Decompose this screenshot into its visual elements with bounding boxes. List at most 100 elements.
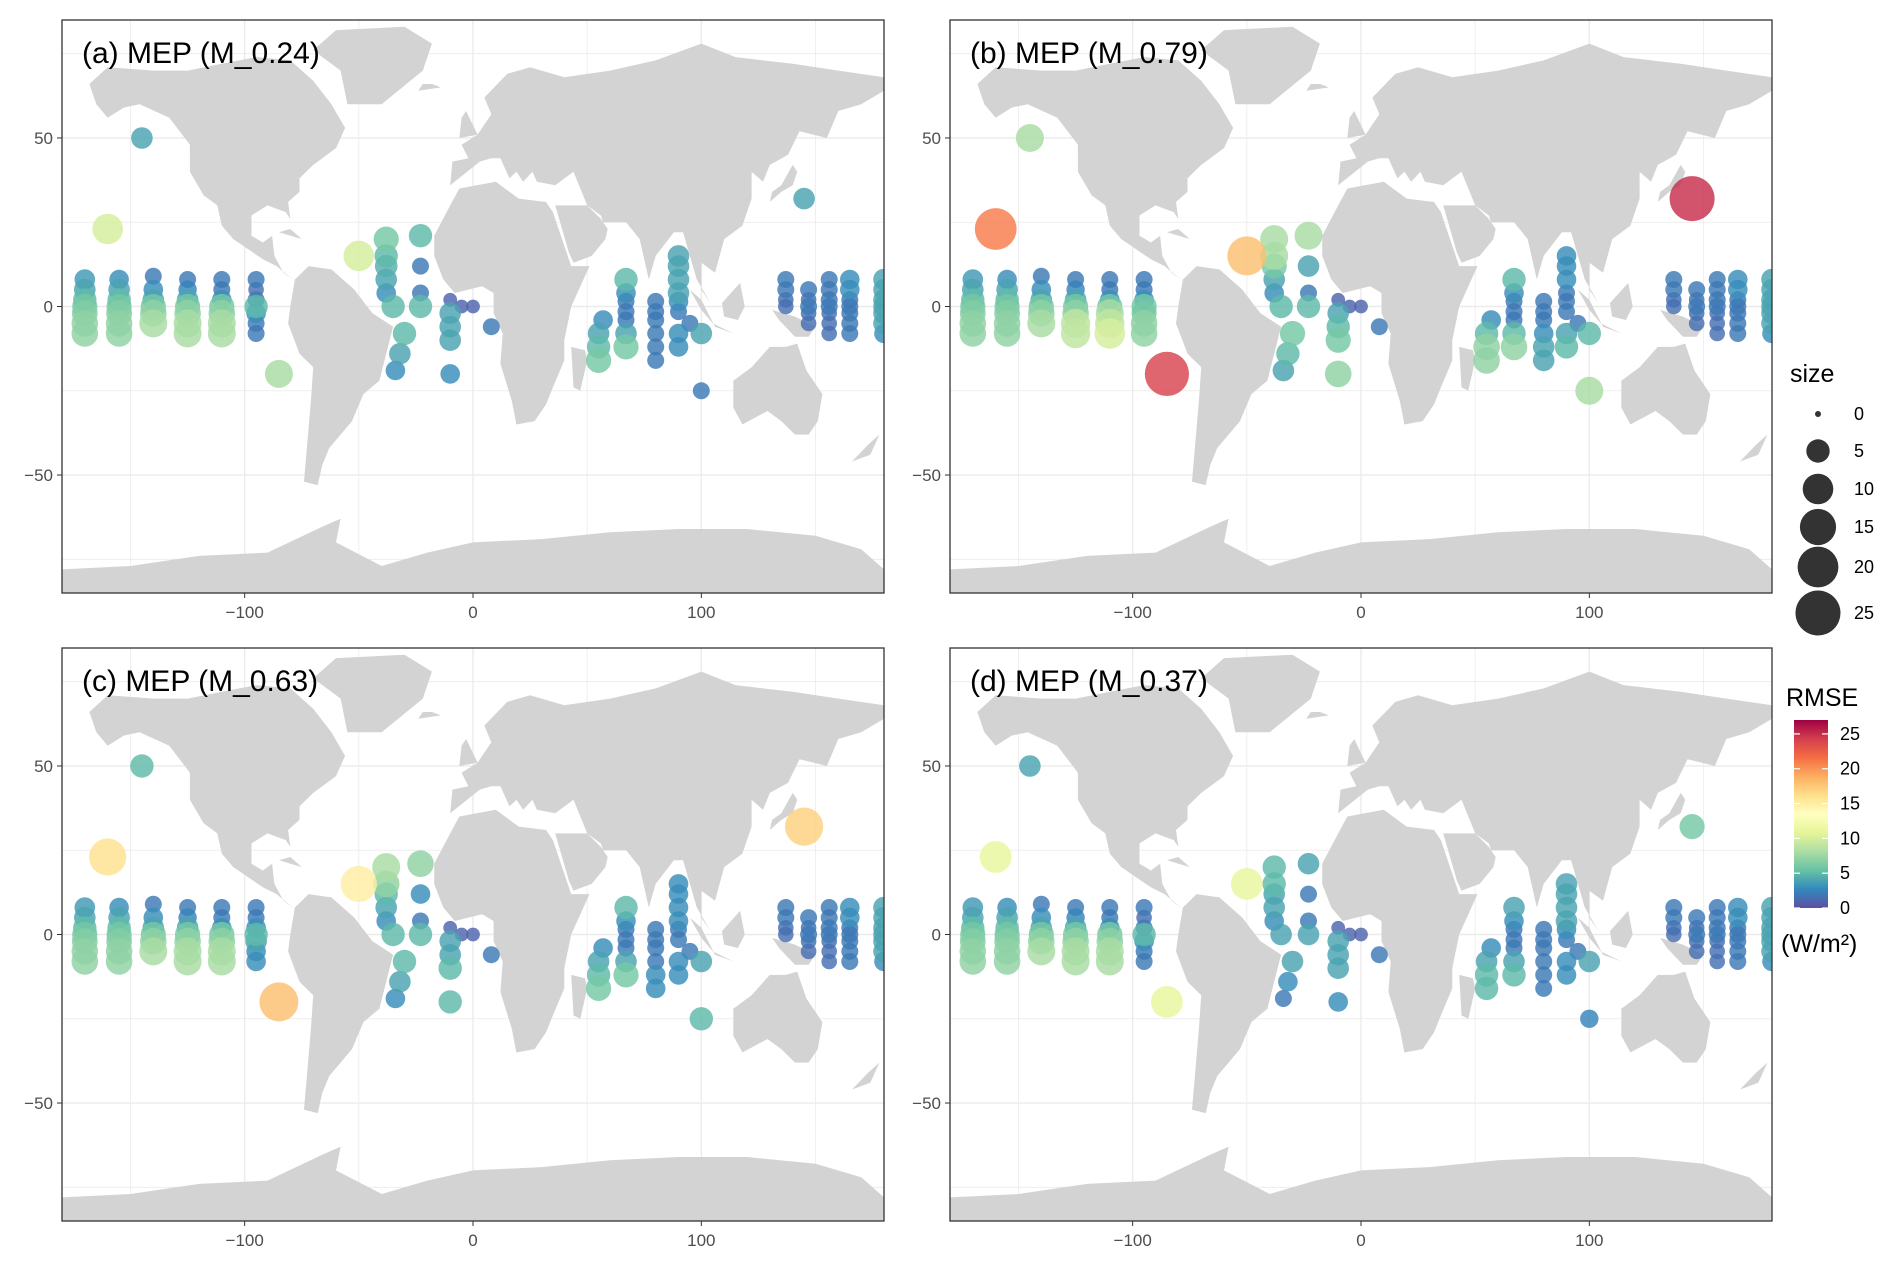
station-point: [207, 319, 236, 348]
station-point: [614, 895, 638, 920]
station-point: [1294, 221, 1323, 250]
station-point: [385, 360, 406, 381]
station-point: [1278, 971, 1298, 992]
station-point: [1535, 953, 1553, 970]
land-shape: [1443, 205, 1496, 263]
land-shape: [769, 792, 798, 830]
station-point: [173, 947, 202, 976]
y-tick-label: 50: [34, 129, 53, 148]
station-point: [1260, 241, 1289, 270]
panel-title: (c) MEP (M_0.63): [82, 665, 318, 698]
station-point: [1503, 896, 1525, 919]
station-points: [71, 754, 884, 1031]
land-shape: [1347, 111, 1366, 138]
station-point: [408, 922, 433, 947]
station-point: [1669, 176, 1715, 222]
land-shape: [450, 43, 884, 304]
station-point: [207, 947, 236, 976]
land-shape: [721, 282, 745, 320]
color-legend-label: 0: [1840, 898, 1850, 918]
legend: size 0 5 10 15 20 25 RMSE 25 20 15 10 5 0 (W/m²): [1781, 360, 1874, 958]
station-point: [800, 943, 817, 960]
land-shape: [418, 84, 441, 91]
station-point: [993, 948, 1021, 975]
size-legend-key: [1797, 546, 1839, 588]
station-point: [1060, 318, 1091, 349]
station-points: [959, 755, 1772, 1028]
map-panel-d: −100 0 100 −50 0 50 (d) MEP (M_0.37): [912, 647, 1773, 1250]
station-point: [873, 312, 884, 335]
y-tick-label: −50: [912, 466, 941, 485]
station-point: [800, 315, 817, 332]
station-point: [821, 325, 837, 342]
station-point: [1474, 976, 1499, 1001]
station-point: [1144, 351, 1189, 396]
land-shape: [1740, 1062, 1768, 1090]
station-point: [1027, 937, 1056, 966]
land-shape: [1609, 282, 1633, 320]
station-point: [144, 895, 162, 913]
station-point: [1728, 279, 1748, 300]
y-tick-label: 0: [44, 298, 53, 317]
station-point: [668, 323, 689, 344]
station-point: [139, 937, 168, 966]
station-point: [1556, 256, 1577, 276]
land-shape: [1176, 894, 1282, 1114]
station-point: [1728, 907, 1748, 928]
size-legend-key: [1802, 473, 1834, 505]
station-point: [389, 342, 411, 365]
station-point: [139, 309, 168, 338]
station-point: [1015, 124, 1044, 152]
station-point: [244, 922, 268, 947]
station-point: [1729, 953, 1747, 970]
station-point: [647, 338, 665, 356]
station-point: [820, 926, 838, 943]
land-masses: [950, 26, 1772, 593]
station-point: [614, 267, 638, 292]
station-point: [800, 298, 818, 315]
station-point: [373, 226, 399, 252]
station-point: [645, 965, 666, 985]
station-point: [466, 299, 480, 314]
station-point: [244, 294, 268, 319]
map-panel-b: −100 0 100 −50 0 50 (b) MEP (M_0.79): [912, 19, 1773, 622]
station-point: [1679, 814, 1705, 840]
station-point: [647, 953, 665, 970]
station-point: [407, 850, 434, 877]
color-legend-title: RMSE: [1786, 684, 1858, 712]
station-point: [974, 208, 1017, 250]
station-point: [1688, 298, 1706, 315]
x-tick-label: −100: [1114, 1231, 1152, 1250]
station-point: [586, 975, 612, 1002]
land-shape: [459, 739, 478, 766]
land-shape: [288, 266, 394, 486]
map-panel-c: −100 0 100 −50 0 50 (c) MEP (M_0.63): [24, 647, 885, 1250]
land-shape: [89, 57, 346, 280]
station-point: [1325, 327, 1351, 353]
land-shape: [689, 917, 734, 962]
station-point: [1535, 979, 1553, 997]
station-point: [131, 127, 153, 149]
station-point: [1095, 947, 1124, 976]
station-point: [1270, 923, 1292, 946]
land-shape: [852, 1062, 880, 1090]
station-point: [647, 325, 665, 342]
color-legend-bar: [1794, 720, 1828, 908]
y-tick-label: 0: [932, 298, 941, 317]
x-tick-label: 100: [1575, 1231, 1603, 1250]
station-point: [1580, 1009, 1599, 1028]
station-point: [668, 951, 689, 972]
x-tick-label: 100: [687, 603, 715, 622]
station-point: [586, 347, 612, 373]
station-point: [482, 318, 500, 336]
station-point: [690, 322, 713, 345]
station-point: [1688, 926, 1706, 943]
station-point: [1535, 966, 1553, 984]
station-point: [800, 909, 818, 927]
station-point: [778, 926, 794, 943]
station-point: [439, 329, 462, 352]
station-point: [1151, 986, 1183, 1018]
color-legend-label: 20: [1840, 759, 1860, 779]
station-point: [381, 294, 405, 319]
